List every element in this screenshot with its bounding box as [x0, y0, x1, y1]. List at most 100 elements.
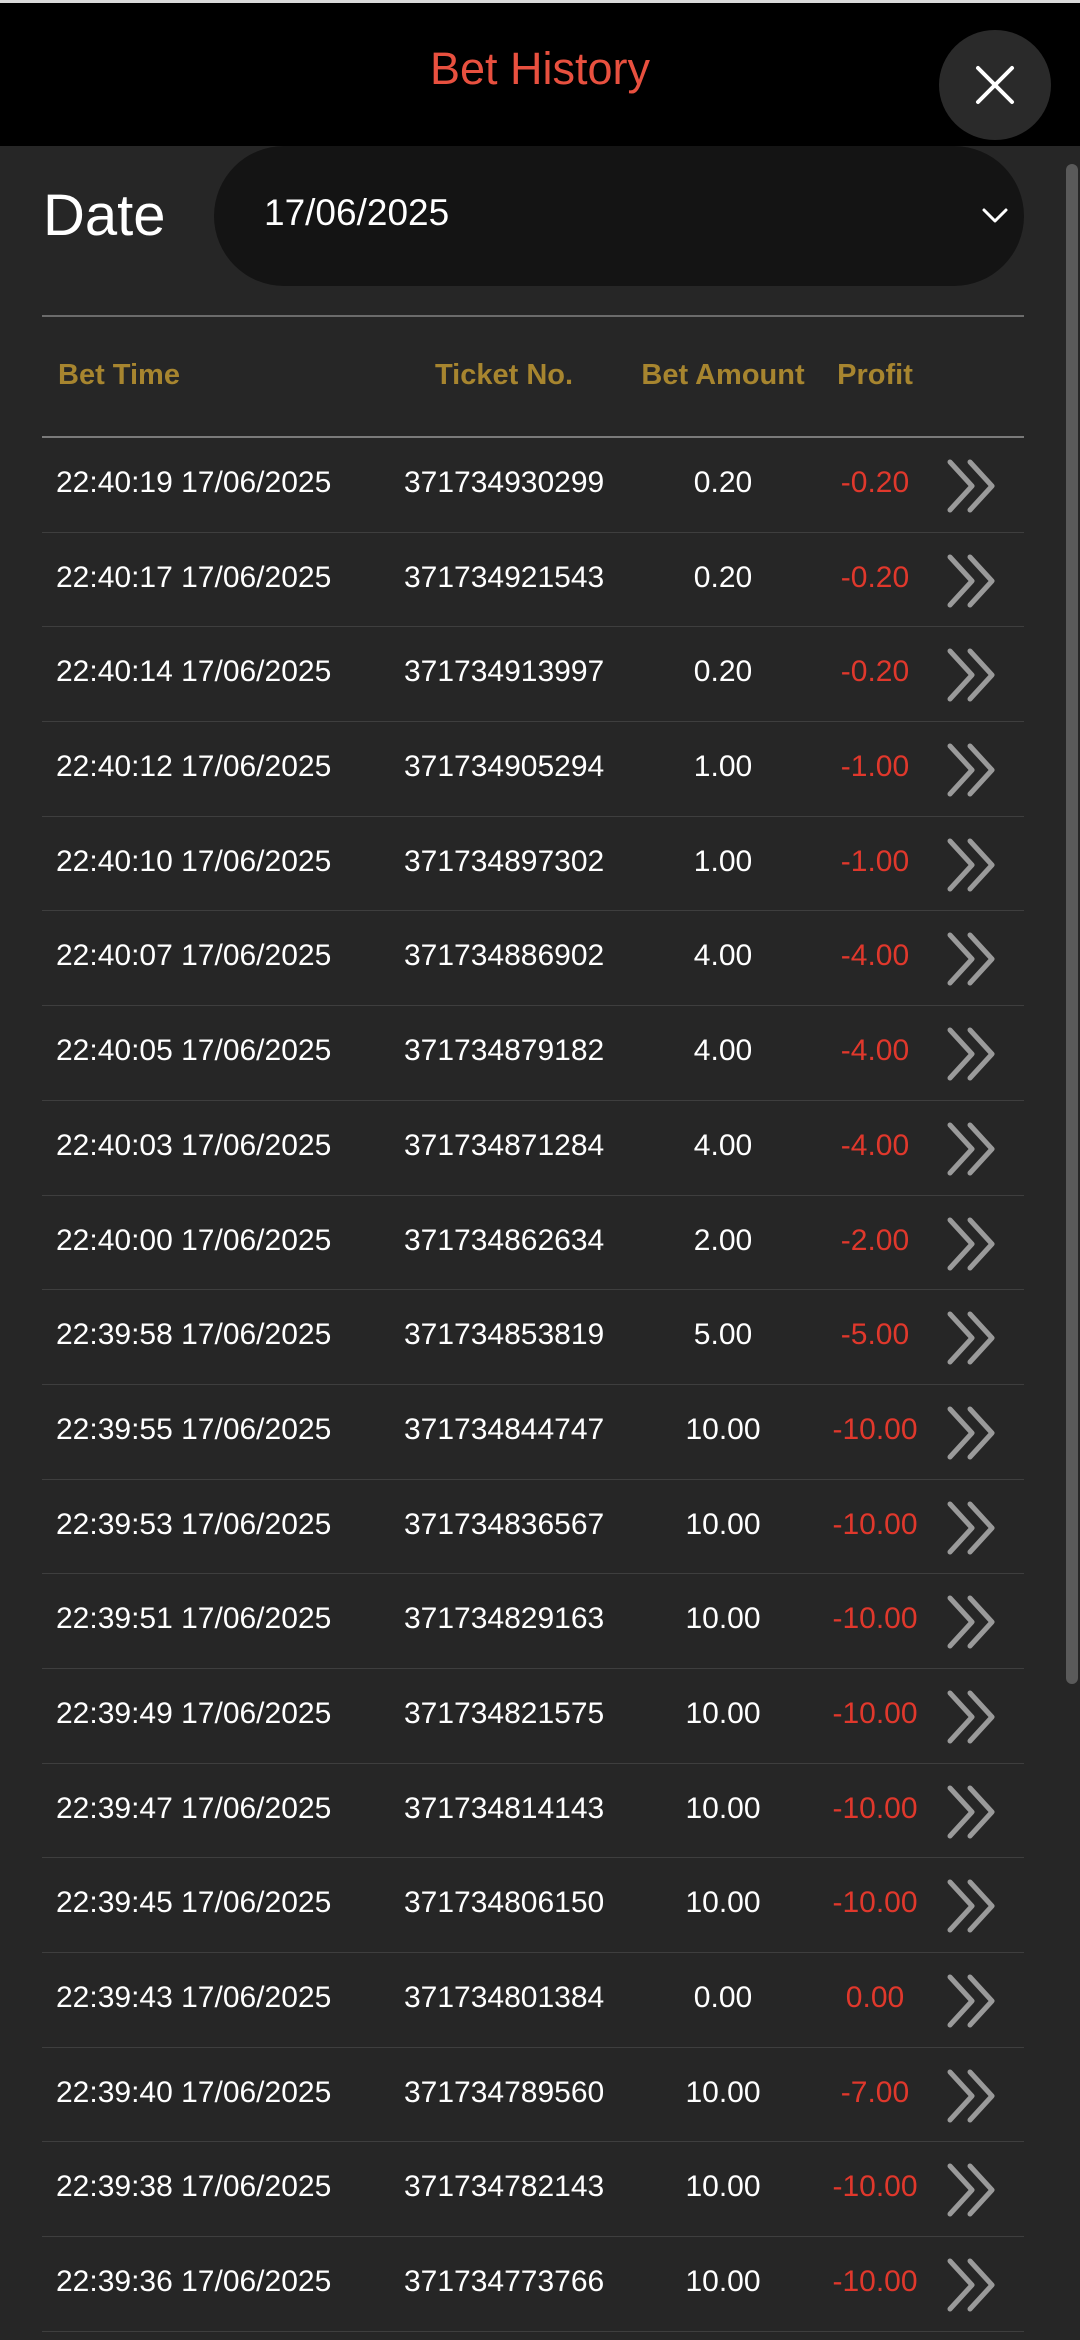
table-row[interactable]: 22:39:55 17/06/2025 371734844747 10.00 -10.…	[0, 1385, 1080, 1480]
double-chevron-right-icon	[947, 1595, 995, 1649]
column-header-bet-time: Bet Time	[58, 359, 180, 391]
profit-cell: -0.20	[840, 466, 910, 499]
ticket-no-cell: 371734782143	[404, 2170, 605, 2204]
row-detail-button[interactable]	[944, 553, 1004, 609]
bet-amount-cell: 10.00	[685, 1412, 761, 1446]
row-detail-button[interactable]	[944, 837, 1004, 893]
bet-amount-cell: 10.00	[685, 1602, 761, 1636]
profit-cell: -4.00	[840, 1128, 910, 1162]
table-row[interactable]: 22:39:49 17/06/2025 371734821575 10.00 -10.…	[0, 1669, 1080, 1764]
bet-time-cell: 22:40:17 17/06/2025	[56, 560, 332, 594]
table-row[interactable]: 22:40:03 17/06/2025 371734871284 4.00 -4.00	[0, 1101, 1080, 1196]
ticket-no-cell: 371734905294	[404, 750, 605, 784]
table-row[interactable]: 22:40:14 17/06/2025 371734913997 0.20 -0.20	[0, 627, 1080, 722]
close-button[interactable]	[939, 30, 1051, 140]
bet-time-cell: 22:39:58 17/06/2025	[56, 1318, 332, 1352]
ticket-no-cell: 371734853819	[404, 1318, 605, 1352]
date-filter-row: Date 17/06/2025	[0, 146, 1080, 316]
row-detail-button[interactable]	[944, 1500, 1004, 1556]
row-detail-button[interactable]	[944, 1026, 1004, 1082]
row-detail-button[interactable]	[944, 1784, 1004, 1840]
table-row[interactable]: 22:40:12 17/06/2025 371734905294 1.00 -1.00	[0, 722, 1080, 817]
row-detail-button[interactable]	[944, 2162, 1004, 2218]
double-chevron-right-icon	[947, 932, 995, 986]
ticket-no-cell: 371734921543	[404, 560, 605, 594]
row-detail-button[interactable]	[944, 2257, 1004, 2313]
row-detail-button[interactable]	[944, 1310, 1004, 1366]
row-detail-button[interactable]	[944, 2068, 1004, 2124]
table-row[interactable]: 22:40:17 17/06/2025 371734921543 0.20 -0.20	[0, 533, 1080, 628]
ticket-no-cell: 371734789560	[404, 2075, 605, 2109]
top-border	[0, 0, 1080, 3]
bet-time-cell: 22:39:36 17/06/2025	[56, 2265, 332, 2299]
ticket-no-cell: 371734886902	[404, 939, 605, 973]
table-row[interactable]: 22:40:19 17/06/2025 371734930299 0.20 -0.20	[0, 438, 1080, 533]
bet-time-cell: 22:39:53 17/06/2025	[56, 1507, 332, 1541]
divider	[42, 436, 1024, 438]
ticket-no-cell: 371734814143	[404, 1791, 605, 1825]
bet-time-cell: 22:40:05 17/06/2025	[56, 1034, 332, 1068]
row-detail-button[interactable]	[944, 1594, 1004, 1650]
table-header: Bet Time Ticket No. Bet Amount Profit	[0, 317, 1080, 437]
profit-cell: -2.00	[840, 1223, 910, 1257]
table-row[interactable]: 22:39:43 17/06/2025 371734801384 0.00 0.00	[0, 1953, 1080, 2048]
profit-cell: -4.00	[840, 939, 910, 973]
table-row[interactable]: 22:40:00 17/06/2025 371734862634 2.00 -2.00	[0, 1196, 1080, 1291]
profit-cell: -7.00	[840, 2075, 910, 2109]
double-chevron-right-icon	[947, 1027, 995, 1081]
date-select-value: 17/06/2025	[264, 192, 450, 233]
bet-time-cell: 22:40:00 17/06/2025	[56, 1223, 332, 1257]
table-row[interactable]: 22:40:07 17/06/2025 371734886902 4.00 -4.00	[0, 911, 1080, 1006]
profit-cell: -10.00	[832, 1886, 918, 1920]
table-row[interactable]: 22:39:40 17/06/2025 371734789560 10.00 -7.0…	[0, 2048, 1080, 2143]
double-chevron-right-icon	[947, 1785, 995, 1839]
row-detail-button[interactable]	[944, 742, 1004, 798]
ticket-no-cell: 371734801384	[404, 1981, 605, 2014]
bet-amount-cell: 10.00	[685, 2075, 761, 2109]
row-detail-button[interactable]	[944, 931, 1004, 987]
row-detail-button[interactable]	[944, 1405, 1004, 1461]
row-detail-button[interactable]	[944, 1878, 1004, 1934]
divider	[42, 315, 1024, 317]
row-detail-button[interactable]	[944, 1689, 1004, 1745]
row-detail-button[interactable]	[944, 1121, 1004, 1177]
double-chevron-right-icon	[947, 648, 995, 702]
bet-amount-cell: 4.00	[693, 939, 753, 973]
table-row[interactable]: 22:39:36 17/06/2025 371734773766 10.00 -10.…	[0, 2237, 1080, 2332]
row-detail-button[interactable]	[944, 1216, 1004, 1272]
date-select[interactable]: 17/06/2025	[214, 146, 1024, 286]
column-header-profit: Profit	[837, 359, 913, 391]
row-detail-button[interactable]	[944, 647, 1004, 703]
bet-time-cell: 22:39:38 17/06/2025	[56, 2170, 332, 2204]
table-row[interactable]: 22:39:38 17/06/2025 371734782143 10.00 -10.…	[0, 2142, 1080, 2237]
bet-time-cell: 22:40:03 17/06/2025	[56, 1128, 332, 1162]
double-chevron-right-icon	[947, 743, 995, 797]
ticket-no-cell: 371734862634	[404, 1223, 605, 1257]
table-row[interactable]: 22:39:58 17/06/2025 371734853819 5.00 -5.00	[0, 1290, 1080, 1385]
scrollbar[interactable]	[1066, 164, 1078, 1684]
row-detail-button[interactable]	[944, 1973, 1004, 2029]
column-header-ticket-no: Ticket No.	[434, 359, 574, 391]
ticket-no-cell: 371734836567	[404, 1507, 605, 1541]
bet-amount-cell: 0.20	[693, 560, 753, 594]
bet-amount-cell: 1.00	[693, 750, 753, 784]
bet-time-cell: 22:39:40 17/06/2025	[56, 2075, 332, 2109]
profit-cell: -1.00	[840, 844, 910, 878]
table-row[interactable]: 22:39:45 17/06/2025 371734806150 10.00 -10.…	[0, 1858, 1080, 1953]
row-detail-button[interactable]	[944, 458, 1004, 514]
table-row[interactable]: 22:39:47 17/06/2025 371734814143 10.00 -10.…	[0, 1764, 1080, 1859]
bet-time-cell: 22:40:19 17/06/2025	[56, 466, 332, 499]
double-chevron-right-icon	[947, 1690, 995, 1744]
table-row[interactable]: 22:39:53 17/06/2025 371734836567 10.00 -10.…	[0, 1480, 1080, 1575]
bet-amount-cell: 0.20	[693, 466, 753, 499]
double-chevron-right-icon	[947, 1406, 995, 1460]
bet-amount-cell: 0.20	[693, 655, 753, 689]
double-chevron-right-icon	[947, 1879, 995, 1933]
profit-cell: -0.20	[840, 655, 910, 689]
table-row[interactable]: 22:40:05 17/06/2025 371734879182 4.00 -4.00	[0, 1006, 1080, 1101]
bet-time-cell: 22:40:14 17/06/2025	[56, 655, 332, 689]
double-chevron-right-icon	[947, 1501, 995, 1555]
ticket-no-cell: 371734844747	[404, 1412, 605, 1446]
table-row[interactable]: 22:40:10 17/06/2025 371734897302 1.00 -1.00	[0, 817, 1080, 912]
table-row[interactable]: 22:39:51 17/06/2025 371734829163 10.00 -10.…	[0, 1574, 1080, 1669]
